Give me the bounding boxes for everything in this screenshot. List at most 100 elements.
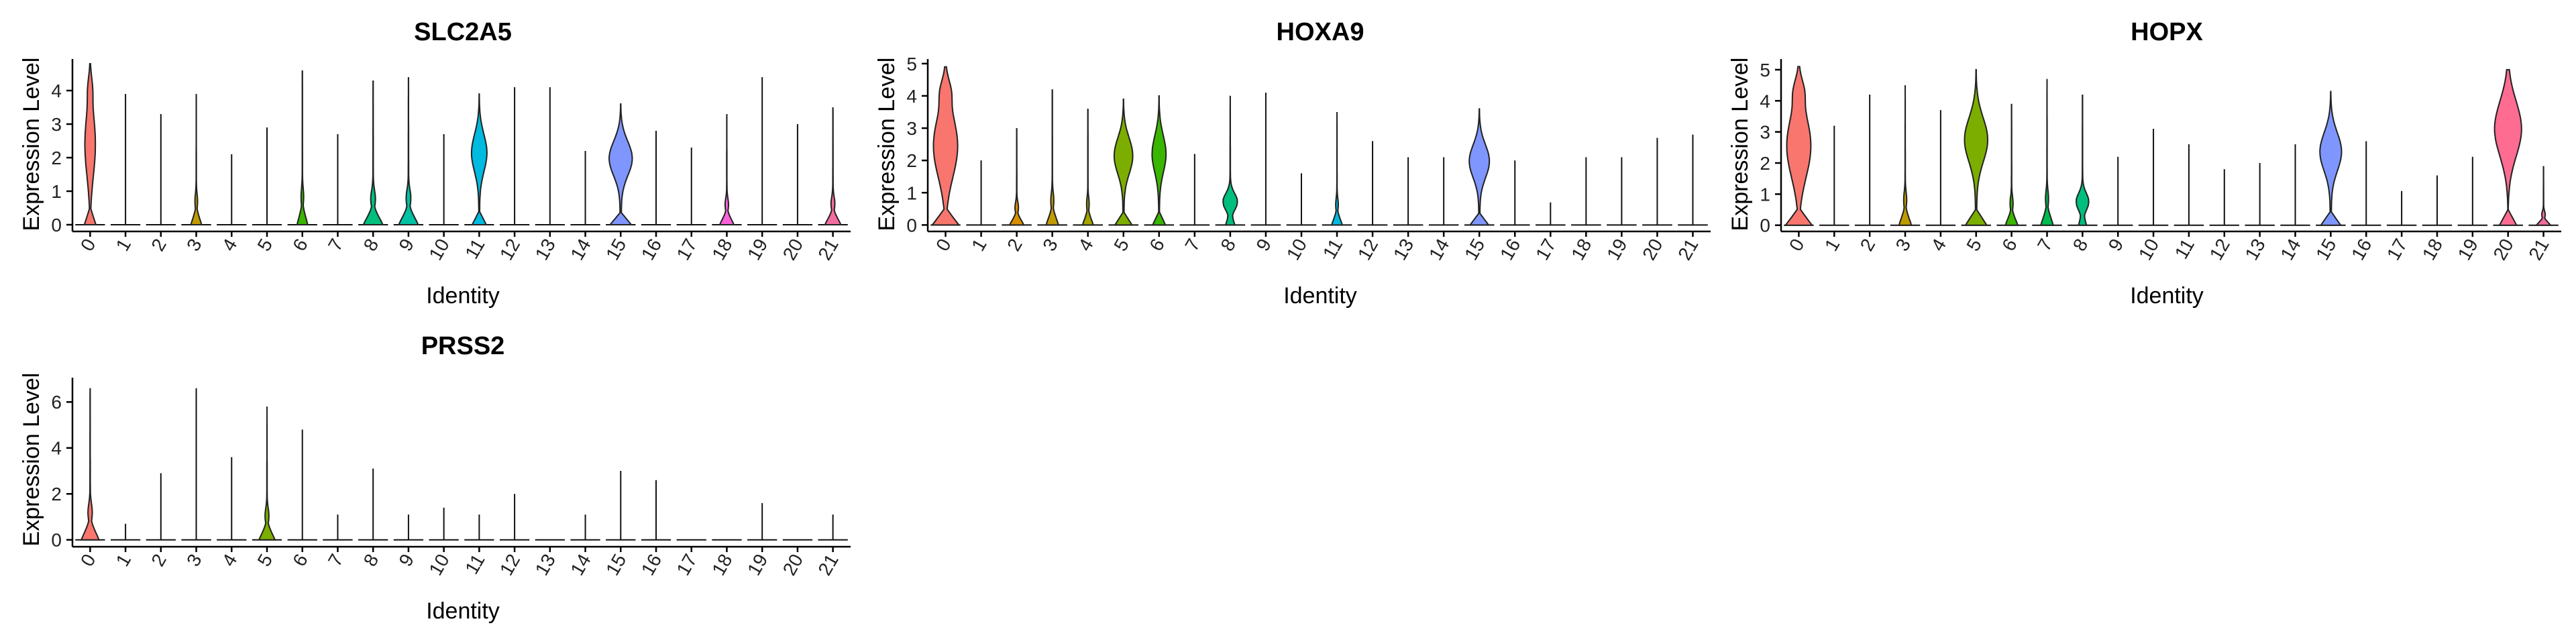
y-axis-label: Expression Level (19, 58, 44, 231)
x-tick-label: 7 (324, 235, 347, 255)
x-tick-label: 16 (637, 551, 665, 579)
x-axis-label: Identity (426, 598, 500, 624)
x-tick-label: 18 (708, 551, 736, 579)
violin-shape (1008, 128, 1025, 226)
x-tick-label: 7 (324, 551, 347, 570)
violin-shape (258, 407, 276, 541)
x-tick-label: 8 (360, 235, 383, 255)
x-tick-label: 2 (1003, 235, 1026, 255)
x-tick-label: 2 (147, 235, 170, 255)
violin-shape (1964, 68, 1989, 226)
x-tick-label: 13 (531, 551, 559, 579)
x-tick-label: 10 (1283, 235, 1311, 264)
x-tick-label: 9 (394, 235, 418, 255)
x-tick-label: 5 (1962, 235, 1986, 255)
x-tick-label: 19 (1603, 235, 1631, 264)
x-tick-label: 3 (1038, 235, 1062, 255)
x-tick-label: 7 (2033, 235, 2057, 255)
x-tick-label: 2 (1856, 235, 1880, 255)
y-tick-label: 1 (51, 181, 62, 202)
y-tick-label: 5 (906, 54, 917, 74)
x-tick-label: 10 (425, 235, 453, 264)
x-tick-label: 13 (2241, 235, 2269, 264)
y-axis-label: Expression Level (1727, 58, 1753, 231)
violin-shape (83, 63, 97, 225)
violin-shape (1045, 89, 1060, 226)
panel-title: HOXA9 (1277, 18, 1364, 46)
x-tick-label: 12 (1354, 235, 1382, 264)
y-tick-label: 3 (906, 118, 917, 139)
x-tick-label: 11 (1319, 235, 1346, 263)
violin-shape (470, 93, 488, 225)
x-axis-label: Identity (426, 283, 500, 309)
y-tick-label: 0 (906, 215, 917, 235)
violin-shape (1151, 95, 1167, 226)
y-tick-label: 0 (1760, 215, 1770, 236)
x-tick-label: 9 (394, 551, 418, 570)
x-tick-label: 3 (1892, 235, 1915, 255)
x-tick-label: 9 (2104, 235, 2128, 255)
x-tick-label: 16 (637, 235, 665, 264)
x-tick-label: 0 (76, 551, 100, 570)
x-tick-label: 14 (2276, 235, 2304, 264)
y-tick-label: 1 (1760, 184, 1770, 205)
x-tick-label: 18 (2418, 235, 2447, 264)
x-tick-label: 19 (2454, 235, 2482, 264)
y-tick-label: 0 (51, 530, 62, 551)
x-tick-label: 21 (2524, 235, 2553, 264)
x-tick-label: 14 (566, 551, 594, 579)
x-tick-label: 20 (779, 235, 807, 264)
violin-shape (1784, 66, 1814, 226)
x-tick-label: 5 (254, 551, 277, 570)
x-tick-label: 4 (1927, 235, 1950, 255)
x-tick-label: 12 (496, 235, 524, 264)
x-tick-label: 21 (1674, 235, 1702, 264)
x-tick-label: 19 (743, 235, 771, 264)
x-tick-label: 17 (2383, 235, 2411, 264)
y-tick-label: 4 (51, 438, 62, 459)
x-tick-label: 15 (602, 551, 630, 579)
x-tick-label: 17 (672, 235, 700, 264)
x-tick-label: 12 (2206, 235, 2234, 264)
y-tick-label: 0 (51, 215, 62, 235)
x-tick-label: 6 (1145, 235, 1169, 255)
x-tick-label: 8 (360, 551, 383, 570)
y-tick-label: 4 (1760, 91, 1770, 111)
y-tick-label: 2 (51, 148, 62, 168)
x-tick-label: 5 (1110, 235, 1133, 255)
y-tick-label: 3 (1760, 122, 1770, 143)
x-tick-label: 3 (182, 235, 206, 255)
x-axis-label: Identity (2130, 283, 2204, 309)
x-tick-label: 12 (496, 551, 524, 579)
violin-shape (1468, 108, 1491, 226)
x-tick-label: 15 (602, 235, 630, 264)
x-tick-label: 15 (1460, 235, 1489, 264)
x-tick-label: 15 (2312, 235, 2340, 264)
violin-shape (2493, 68, 2522, 226)
x-tick-label: 14 (1425, 235, 1453, 264)
violin-shape (362, 80, 384, 225)
x-tick-label: 10 (2135, 235, 2163, 264)
y-tick-label: 6 (51, 392, 62, 413)
x-tick-label: 4 (218, 551, 241, 570)
x-tick-label: 13 (1389, 235, 1417, 264)
x-tick-label: 21 (814, 551, 842, 579)
violin-shape (930, 66, 961, 226)
x-tick-label: 19 (743, 551, 771, 579)
panel-title: PRSS2 (421, 332, 505, 360)
x-tick-label: 17 (1532, 235, 1560, 264)
violin-shape (2534, 166, 2553, 226)
violin-shape (296, 70, 309, 225)
x-tick-label: 21 (814, 235, 842, 264)
x-tick-label: 18 (1567, 235, 1595, 264)
x-tick-label: 17 (672, 551, 700, 579)
violin-shape (1081, 109, 1095, 226)
x-tick-label: 0 (932, 235, 955, 255)
x-tick-label: 4 (218, 235, 241, 255)
y-tick-label: 3 (51, 114, 62, 135)
